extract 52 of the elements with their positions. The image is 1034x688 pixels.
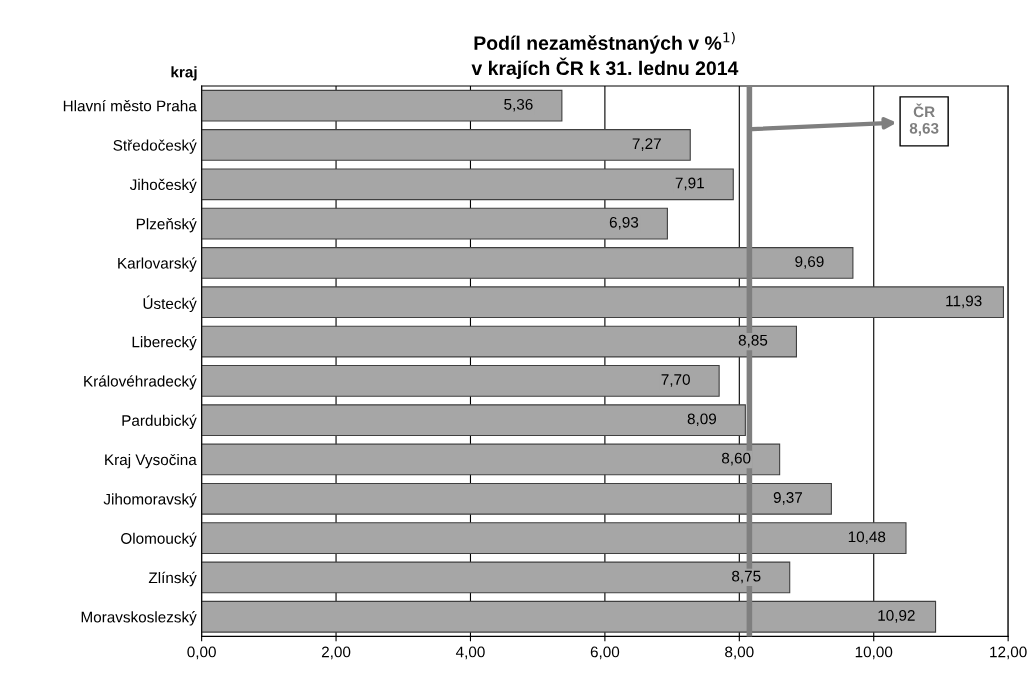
y-tick-label: Zlínský	[148, 571, 197, 587]
bar	[201, 129, 691, 161]
bar	[201, 168, 734, 201]
y-tick-label: Plzeňský	[136, 217, 197, 233]
bar	[201, 247, 854, 279]
data-label: 9,69	[795, 256, 824, 269]
x-tick-label: 4,00	[455, 646, 485, 660]
data-label: 9,37	[773, 492, 803, 505]
bar	[201, 207, 668, 240]
data-label: 8,85	[738, 334, 768, 348]
x-tick-label: 10,00	[855, 646, 893, 660]
bar	[201, 600, 937, 633]
data-label: 11,93	[946, 295, 982, 309]
bar	[201, 286, 1005, 319]
y-axis-title: kraj	[171, 66, 197, 81]
x-tick-label: 2,00	[321, 646, 351, 660]
y-tick-label: Středočeský	[113, 139, 197, 154]
data-label: 5,36	[504, 98, 533, 112]
data-label: 10,92	[878, 610, 915, 623]
chart-title: Podíl nezaměstnaných v %$^{1)}$ v krajích ČR k 31. lednu 2014	[471, 32, 739, 79]
y-tick-label: Kraj Vysočina	[105, 453, 197, 469]
y-tick-label: Jihomoravský	[103, 493, 197, 508]
bar	[201, 561, 791, 594]
data-label: 7,70	[661, 374, 690, 387]
bar	[201, 404, 746, 437]
x-tick-label: 0,00	[187, 646, 216, 660]
data-label: 8,09	[687, 413, 717, 427]
y-tick-label: Karlovarský	[118, 257, 197, 272]
x-tick-label: 12,00	[990, 646, 1027, 660]
bar	[201, 89, 563, 122]
y-tick-label: Ústecký	[143, 295, 197, 313]
bar	[201, 364, 720, 397]
bar	[201, 443, 781, 476]
y-tick-label: Královéhradecký	[84, 375, 197, 390]
bar	[201, 325, 797, 358]
ref-line-label: ČR 8,63	[909, 103, 939, 136]
data-label: 10,48	[848, 531, 886, 545]
y-tick-label: Moravskoslezský	[81, 611, 197, 626]
bar	[201, 522, 907, 555]
data-label: 7,91	[675, 177, 704, 191]
data-label: 8,60	[721, 452, 751, 466]
x-tick-label: 6,00	[590, 646, 620, 660]
y-tick-label: Jihočeský	[129, 178, 197, 194]
data-label: 6,93	[609, 216, 639, 230]
data-label: 8,75	[732, 570, 761, 584]
y-tick-label: Olomoucký	[121, 532, 197, 547]
x-tick-label: 8,00	[725, 646, 754, 660]
y-tick-label: Pardubický	[122, 414, 197, 429]
bar	[201, 482, 832, 515]
y-tick-label: Hlavní město Praha	[63, 99, 197, 112]
y-tick-label: Liberecký	[132, 335, 197, 351]
data-label: 7,27	[632, 138, 661, 151]
